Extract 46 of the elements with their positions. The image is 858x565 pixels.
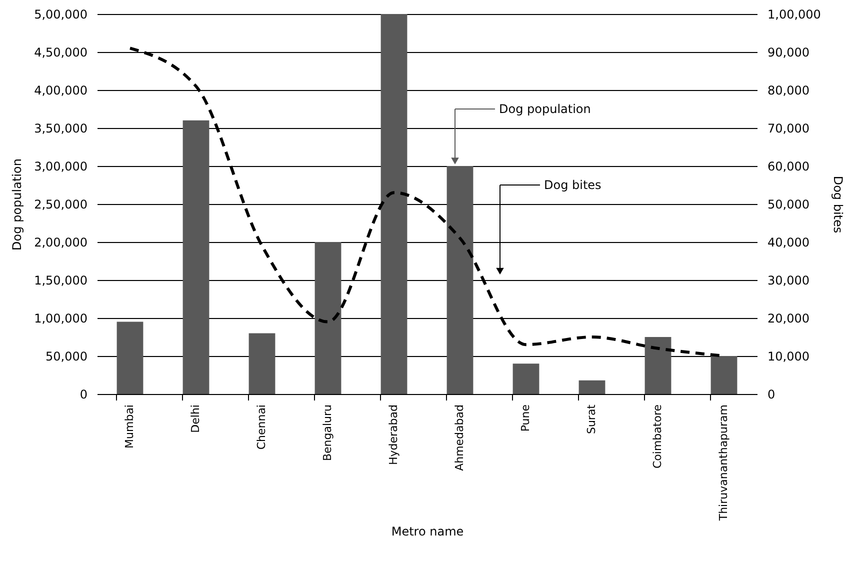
x-tick-label: Ahmedabad <box>453 404 466 471</box>
x-tick-label: Delhi <box>189 404 202 433</box>
y2-tick-label: 50,000 <box>768 198 810 212</box>
x-tick-label: Coimbatore <box>651 404 664 468</box>
bar <box>578 380 606 394</box>
bar <box>248 333 276 394</box>
x-tick-label: Bengaluru <box>321 404 334 462</box>
y2-tick-label: 20,000 <box>768 312 810 326</box>
y-tick-label: 3,00,000 <box>34 160 88 174</box>
x-tick-label: Chennai <box>255 404 268 450</box>
y-tick-label: 50,000 <box>46 350 88 364</box>
y2-tick-label: 30,000 <box>768 274 810 288</box>
y-tick-label: 4,00,000 <box>34 84 88 98</box>
y2-tick-label: 60,000 <box>768 160 810 174</box>
x-axis-title: Metro name <box>391 524 464 539</box>
x-tick-label: Mumbai <box>123 404 136 448</box>
bar <box>512 364 540 394</box>
bar <box>710 356 738 394</box>
bar <box>314 242 342 394</box>
bar <box>644 337 672 394</box>
y2-tick-label: 0 <box>768 388 776 402</box>
x-tick-label: Hyderabad <box>387 404 400 465</box>
y2-tick-label: 1,00,000 <box>768 8 821 22</box>
y-tick-label: 2,50,000 <box>34 198 88 212</box>
y-tick-label: 1,00,000 <box>34 312 88 326</box>
y-tick-label: 2,00,000 <box>34 236 88 250</box>
y2-axis-title: Dog bites <box>830 176 845 234</box>
bar <box>116 322 144 394</box>
y2-tick-label: 40,000 <box>768 236 810 250</box>
y2-tick-label: 10,000 <box>768 350 810 364</box>
bar <box>182 120 210 394</box>
y-tick-label: 0 <box>80 388 88 402</box>
y-tick-label: 4,50,000 <box>34 46 88 60</box>
y2-tick-label: 90,000 <box>768 46 810 60</box>
legend-label: Dog population <box>499 102 591 116</box>
x-tick-label: Surat <box>585 404 598 434</box>
y2-tick-label: 70,000 <box>768 122 810 136</box>
x-tick-label: Thiruvananthapuram <box>717 404 730 522</box>
y2-tick-label: 80,000 <box>768 84 810 98</box>
y-tick-label: 3,50,000 <box>34 122 88 136</box>
x-tick-label: Pune <box>519 404 532 432</box>
y-tick-label: 1,50,000 <box>34 274 88 288</box>
y-tick-label: 5,00,000 <box>34 8 88 22</box>
legend-label: Dog bites <box>544 178 602 192</box>
y-axis-title: Dog population <box>10 158 24 250</box>
bar <box>380 14 408 394</box>
